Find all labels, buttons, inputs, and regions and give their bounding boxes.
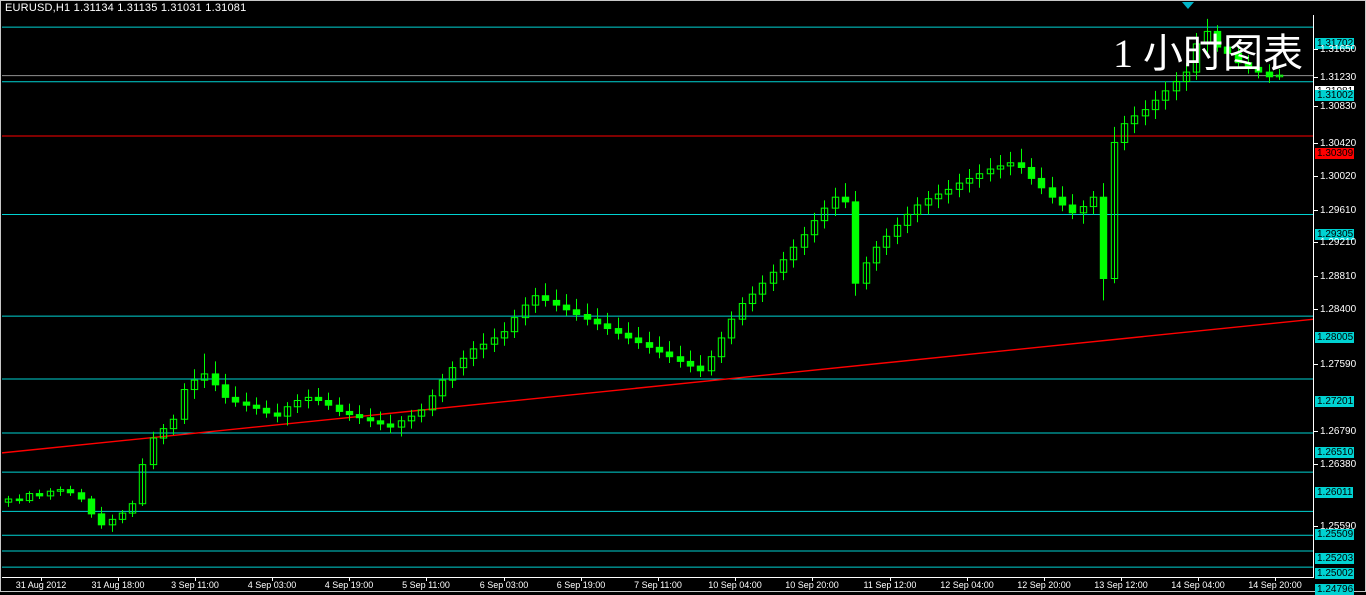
level-price-label[interactable]: 1.27201 [1315,396,1355,407]
time-tick-label: 5 Sep 11:00 [402,580,450,590]
time-tick-mark [1121,578,1122,581]
time-tick-mark [41,578,42,581]
price-tick-mark [1314,364,1318,365]
time-tick-mark [1275,578,1276,581]
price-tick-mark [1314,210,1318,211]
time-tick-mark [658,578,659,581]
price-tick-mark [1314,106,1318,107]
price-tick-mark [1314,143,1318,144]
price-tick-mark [1314,176,1318,177]
time-tick-mark [1044,578,1045,581]
price-tick-mark [1314,309,1318,310]
level-price-label[interactable]: 1.25002 [1315,568,1355,579]
chart-annotation-label: 1 小时图表 [1113,31,1303,76]
price-tick-mark [1314,431,1318,432]
time-tick-label: 6 Sep 03:00 [479,580,529,590]
price-tick-label: 1.26790 [1320,426,1357,437]
time-tick-label: 14 Sep 20:00 [1248,580,1302,590]
time-tick-label: 31 Aug 18:00 [91,580,145,590]
level-price-label[interactable]: 1.28005 [1315,332,1355,343]
time-tick-mark [349,578,350,581]
price-tick-mark [1314,464,1318,465]
price-tick-label: 1.30020 [1320,171,1357,182]
level-price-label[interactable]: 1.25203 [1315,553,1355,564]
price-tick-mark [1314,276,1318,277]
candlestick-svg [2,18,1314,568]
time-tick-mark [195,578,196,581]
time-tick-mark [1198,578,1199,581]
time-tick-mark [890,578,891,581]
price-tick-label: 1.28400 [1320,304,1357,315]
price-tick-label: 1.27590 [1320,359,1357,370]
time-tick-label: 13 Sep 12:00 [1094,580,1148,590]
price-tick-label: 1.26380 [1320,459,1357,470]
time-tick-mark [504,578,505,581]
time-tick-label: 12 Sep 20:00 [1017,580,1071,590]
time-tick-label: 10 Sep 04:00 [708,580,762,590]
time-tick-mark [735,578,736,581]
price-tick-mark [1314,49,1318,50]
price-tick-label: 1.25590 [1320,521,1357,532]
level-price-label[interactable]: 1.29305 [1315,229,1355,240]
level-price-label[interactable]: 1.31702 [1315,38,1355,49]
price-tick-label: 1.28810 [1320,271,1357,282]
price-tick-mark [1314,526,1318,527]
current-price-label[interactable]: 1.30309 [1315,148,1355,159]
level-price-label[interactable]: 1.26510 [1315,447,1355,458]
time-tick-mark [272,578,273,581]
time-tick-mark [967,578,968,581]
time-tick-label: 4 Sep 03:00 [247,580,297,590]
level-price-label[interactable]: 1.24796 [1315,584,1355,595]
price-scale-axis[interactable]: 1.317021.316501.312301.310811.310021.308… [1313,15,1365,595]
time-tick-label: 11 Sep 12:00 [863,580,917,590]
level-price-label[interactable]: 1.25509 [1315,529,1355,540]
time-tick-label: 4 Sep 19:00 [324,580,374,590]
level-price-label[interactable]: 1.31002 [1315,90,1355,101]
price-tick-label: 1.31650 [1320,44,1357,55]
price-tick-mark [1314,77,1318,78]
price-tick-label: 1.31230 [1320,72,1357,83]
price-tick-label: 1.29210 [1320,237,1357,248]
time-tick-label: 14 Sep 04:00 [1171,580,1225,590]
time-tick-label: 10 Sep 20:00 [785,580,839,590]
time-tick-label: 31 Aug 2012 [15,580,67,590]
chart-top-marker-icon [1182,2,1194,9]
time-tick-label: 7 Sep 11:00 [634,580,682,590]
time-tick-label: 6 Sep 19:00 [556,580,606,590]
price-tick-label: 1.30420 [1320,138,1357,149]
level-price-label[interactable]: 1.26011 [1315,487,1354,498]
time-tick-label: 3 Sep 11:00 [171,580,219,590]
price-tick-label: 1.30830 [1320,101,1357,112]
time-tick-mark [581,578,582,581]
time-tick-mark [426,578,427,581]
time-tick-mark [812,578,813,581]
symbol-ohlc-header: EURUSD,H1 1.31134 1.31135 1.31031 1.3108… [5,2,247,14]
chart-plot-area[interactable] [2,15,1314,578]
time-scale-axis[interactable]: 31 Aug 2012 31 Aug 18:00 3 Sep 11:00 4 Sep … [2,577,1314,591]
price-tick-label: 1.29610 [1320,205,1357,216]
time-tick-mark [118,578,119,581]
time-tick-label: 12 Sep 04:00 [940,580,994,590]
price-tick-mark [1314,242,1318,243]
